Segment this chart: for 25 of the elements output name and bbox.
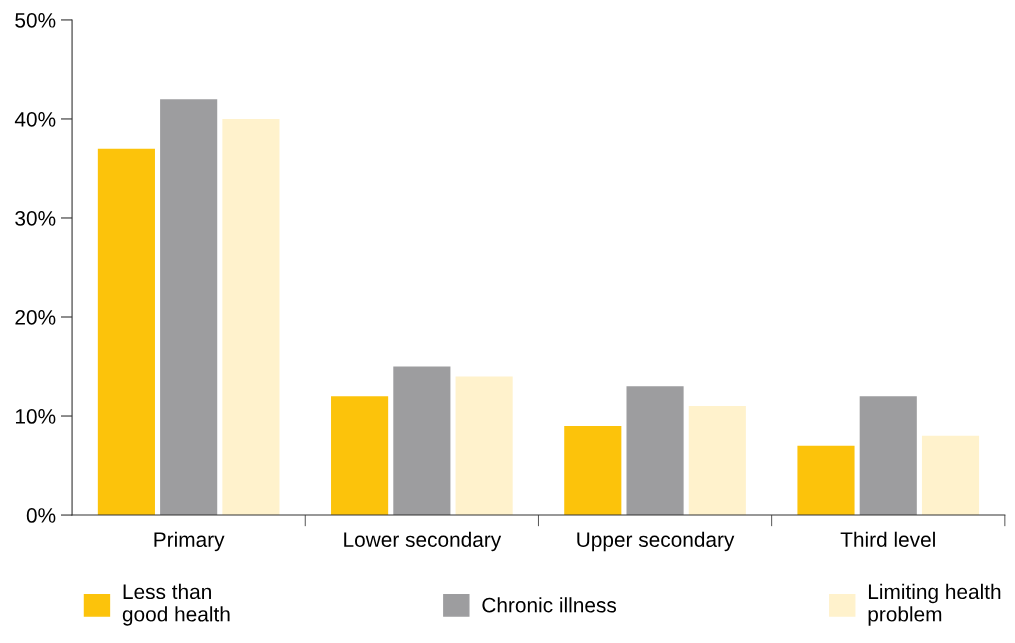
legend-label: Chronic illness <box>482 597 617 613</box>
bar <box>331 396 389 516</box>
bar <box>921 435 980 516</box>
x-tick-label: Third level <box>840 531 935 548</box>
bar <box>160 99 218 516</box>
y-tick-label: 50% <box>15 12 56 28</box>
x-tick-label: Upper secondary <box>577 531 735 552</box>
y-tick-label: 40% <box>14 111 56 127</box>
y-tick-label: 0% <box>26 508 56 523</box>
y-tick-label: 20% <box>15 310 56 325</box>
legend-label: Limiting health problem <box>868 583 1001 626</box>
bar <box>455 376 513 516</box>
bar <box>859 396 917 516</box>
bar <box>393 366 451 516</box>
y-tick-label: 30% <box>15 210 56 226</box>
bar <box>797 445 855 516</box>
bar <box>688 406 746 516</box>
bar <box>626 386 684 516</box>
legend-label: Less than good health <box>122 583 230 626</box>
bar <box>222 118 280 516</box>
x-tick-label: Primary <box>154 531 225 552</box>
bar <box>97 148 155 516</box>
x-tick-label: Lower secondary <box>344 531 502 552</box>
bar <box>564 425 622 516</box>
y-tick-label: 10% <box>15 409 56 424</box>
